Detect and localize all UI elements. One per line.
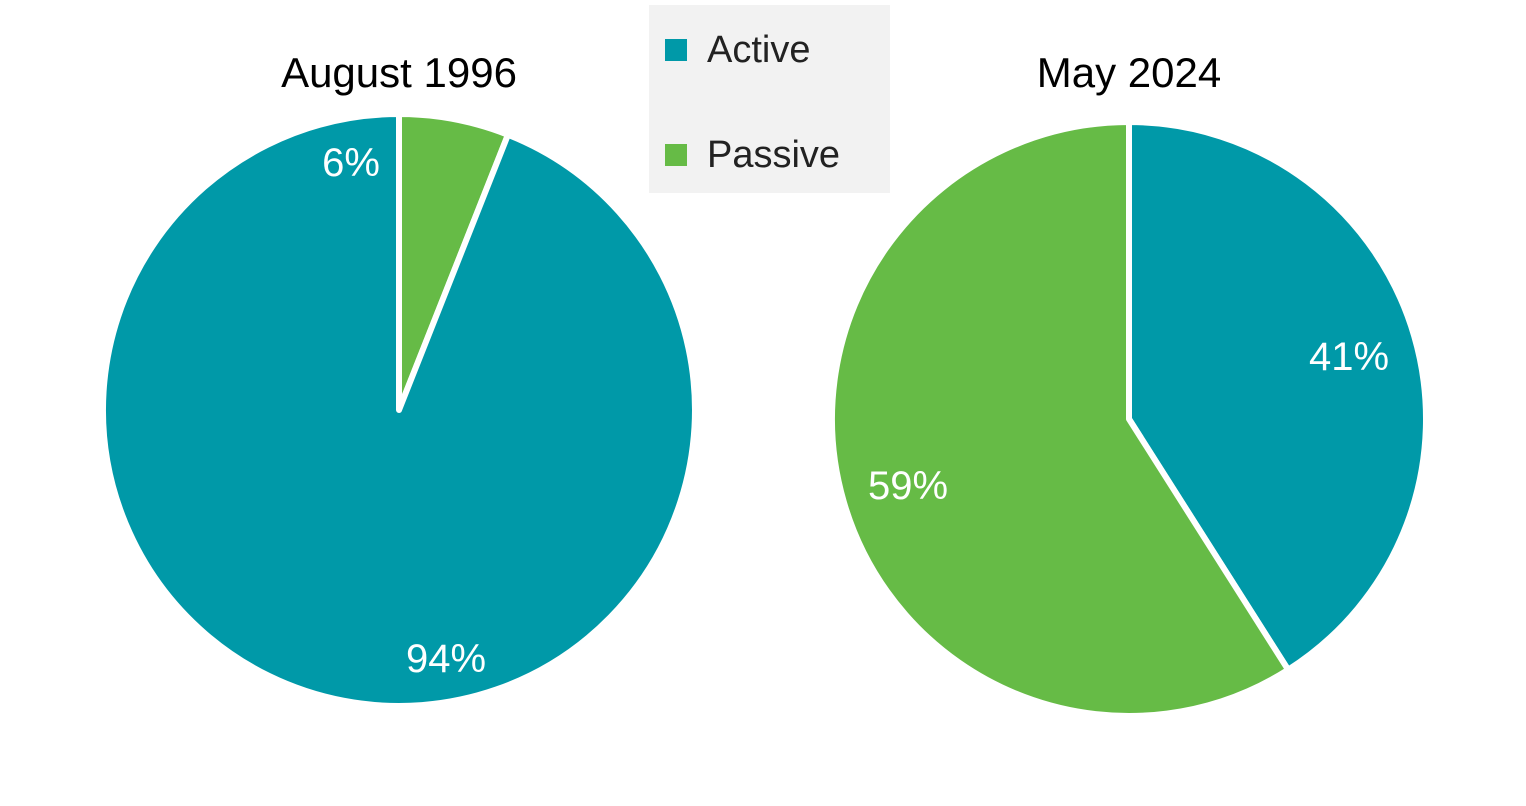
slice-label-active: 41% xyxy=(1309,335,1389,379)
pie-slice-passive xyxy=(829,119,1292,719)
chart-title: August 1996 xyxy=(281,49,517,96)
slice-label-passive: 59% xyxy=(868,464,948,508)
slice-label-passive: 6% xyxy=(322,141,380,185)
legend-swatch-passive xyxy=(665,144,687,166)
pie-chart-1: August 1996 94% 6% xyxy=(100,49,698,709)
slice-label-active: 94% xyxy=(406,637,486,681)
legend-swatch-active xyxy=(665,39,687,61)
legend-label-passive: Passive xyxy=(707,134,841,176)
chart-title: May 2024 xyxy=(1037,49,1221,96)
legend-label-active: Active xyxy=(707,29,811,71)
pie-slice-active xyxy=(100,111,698,709)
legend-item-passive: Passive xyxy=(665,135,840,175)
legend: Active Passive xyxy=(649,5,890,193)
pie-chart-2: May 2024 41% 59% xyxy=(829,49,1430,719)
legend-item-active: Active xyxy=(665,30,810,70)
